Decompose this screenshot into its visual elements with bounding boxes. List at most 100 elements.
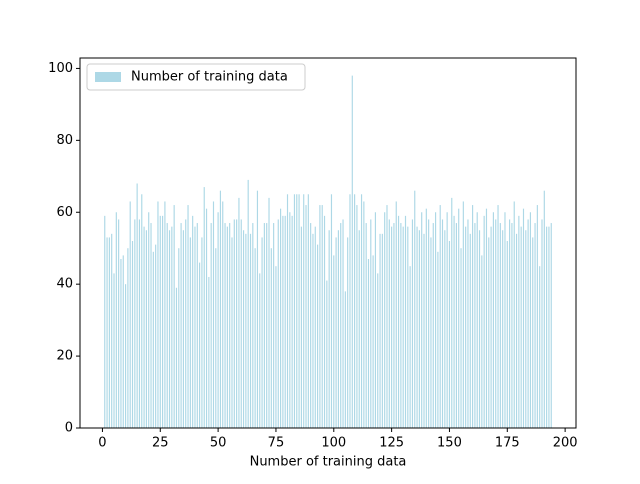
bar xyxy=(242,230,245,428)
bar xyxy=(386,205,388,428)
bar xyxy=(393,223,395,428)
x-tick-label: 0 xyxy=(98,436,106,451)
bar xyxy=(252,223,254,428)
bar xyxy=(229,223,231,428)
bar xyxy=(219,190,222,428)
bar xyxy=(437,251,439,428)
bar xyxy=(397,215,400,428)
legend-box xyxy=(86,63,306,91)
bar xyxy=(384,212,386,428)
bar xyxy=(478,230,481,428)
bar xyxy=(148,212,150,428)
bar xyxy=(476,212,478,428)
bar xyxy=(483,215,485,428)
bar xyxy=(317,244,319,428)
bar xyxy=(460,248,462,428)
x-tick-label: 125 xyxy=(379,436,404,451)
x-tick-label: 175 xyxy=(495,436,520,451)
bar xyxy=(143,226,145,428)
bar xyxy=(337,230,339,428)
bar xyxy=(430,237,432,428)
bar xyxy=(539,266,541,428)
bar xyxy=(303,194,305,428)
bar xyxy=(217,212,219,428)
y-tick-label: 80 xyxy=(56,133,73,148)
bar xyxy=(453,215,455,428)
bar xyxy=(365,223,367,428)
bar xyxy=(395,201,397,428)
bar xyxy=(344,291,346,428)
bar xyxy=(115,212,117,428)
plot-frame xyxy=(79,57,577,429)
bar xyxy=(300,226,302,428)
bar xyxy=(305,205,307,428)
bar xyxy=(270,248,272,428)
bar xyxy=(360,194,363,428)
bar xyxy=(134,219,136,428)
bar xyxy=(291,215,293,428)
bar xyxy=(509,219,511,428)
bar xyxy=(400,223,402,428)
x-tick-label: 150 xyxy=(437,436,462,451)
bar xyxy=(481,255,483,428)
bar xyxy=(175,287,178,428)
bar xyxy=(351,75,353,428)
bar xyxy=(515,233,518,428)
bar xyxy=(289,212,291,428)
bar xyxy=(455,223,457,428)
bar xyxy=(106,237,108,428)
bar xyxy=(298,194,300,428)
bar xyxy=(495,219,497,428)
bar xyxy=(273,223,275,428)
bar xyxy=(497,205,499,428)
bar xyxy=(138,219,141,428)
bar xyxy=(356,205,358,428)
bar xyxy=(323,215,326,428)
bar xyxy=(407,226,409,428)
bar xyxy=(162,215,164,428)
bar xyxy=(439,205,441,428)
bar xyxy=(129,201,131,428)
bar xyxy=(293,194,296,428)
bar xyxy=(326,280,328,428)
bar xyxy=(136,183,138,428)
bar xyxy=(118,219,120,428)
bar xyxy=(342,219,344,428)
bar xyxy=(238,197,240,428)
bar xyxy=(182,230,184,428)
bar xyxy=(432,223,434,428)
bar xyxy=(340,223,342,428)
bar xyxy=(249,233,252,428)
bar xyxy=(192,215,194,428)
legend-swatch xyxy=(95,72,121,82)
bar xyxy=(358,230,360,428)
bar xyxy=(275,266,277,428)
bar xyxy=(418,230,420,428)
bar xyxy=(372,255,374,428)
bar xyxy=(256,190,259,428)
bar xyxy=(104,215,106,428)
x-tick-label: 25 xyxy=(152,436,169,451)
bar xyxy=(196,223,198,428)
bar xyxy=(409,266,411,428)
bar xyxy=(282,215,284,428)
bar xyxy=(448,241,451,428)
bar xyxy=(490,226,492,428)
bar xyxy=(215,248,217,428)
bar xyxy=(259,273,261,428)
bar xyxy=(522,208,525,428)
bar xyxy=(321,205,323,428)
bar xyxy=(370,219,372,428)
x-tick-label: 75 xyxy=(268,436,285,451)
bar xyxy=(261,237,263,428)
bar xyxy=(541,219,543,428)
bar xyxy=(499,223,501,428)
bar xyxy=(428,219,430,428)
bar xyxy=(277,219,279,428)
bar xyxy=(504,212,506,428)
bar xyxy=(212,201,215,428)
bar xyxy=(543,190,545,428)
bar xyxy=(233,219,235,428)
bar xyxy=(354,194,356,428)
